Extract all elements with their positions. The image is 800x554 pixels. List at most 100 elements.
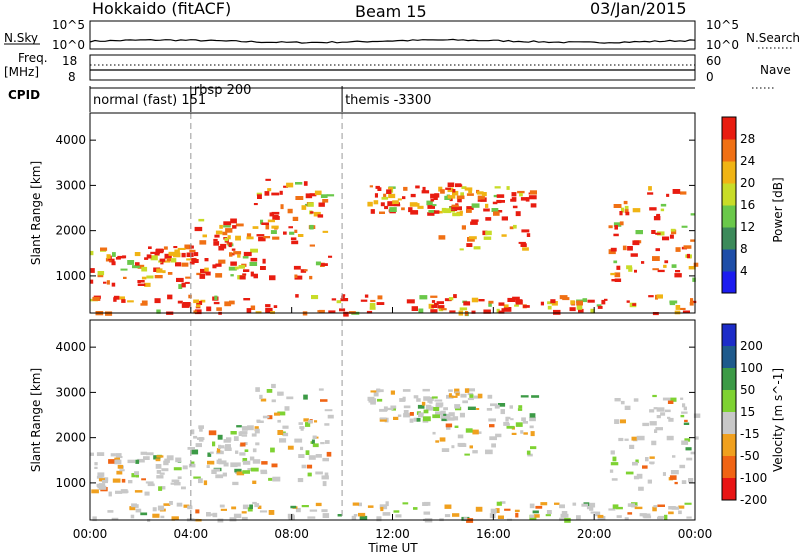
echo-cell	[435, 411, 442, 415]
echo-cell	[127, 260, 135, 265]
echo-cell	[586, 506, 592, 510]
echo-cell	[236, 425, 242, 428]
nsky-tick-top: 10^5	[52, 18, 85, 32]
echo-cell	[166, 455, 174, 461]
echo-cell	[560, 513, 569, 518]
echo-cell	[535, 505, 543, 509]
echo-cell	[662, 472, 666, 476]
echo-cell	[403, 413, 411, 418]
echo-cell	[140, 451, 148, 455]
echo-cell	[131, 473, 136, 478]
echo-cell	[301, 205, 307, 210]
echo-cell	[206, 306, 212, 312]
echo-cell	[233, 513, 242, 518]
echo-cell	[255, 442, 260, 446]
echo-cell	[230, 218, 237, 224]
echo-cell	[187, 505, 193, 510]
echo-cell	[188, 294, 192, 299]
echo-cell	[546, 510, 552, 515]
echo-cell	[208, 430, 217, 436]
echo-cell	[322, 199, 329, 203]
echo-cell	[155, 464, 162, 469]
echo-cell	[250, 271, 254, 277]
echo-cell	[135, 508, 142, 513]
echo-cell	[92, 296, 100, 301]
echo-cell	[203, 480, 208, 486]
echo-cell	[629, 444, 635, 449]
echo-cell	[258, 236, 266, 242]
echo-cell	[453, 294, 457, 299]
echo-cell	[485, 230, 492, 236]
echo-cell	[451, 445, 455, 449]
echo-cell	[320, 194, 328, 198]
echo-cell	[497, 515, 504, 519]
echo-cell	[488, 300, 494, 304]
echo-cell	[683, 245, 692, 249]
echo-cell	[655, 294, 658, 300]
echo-cell	[265, 307, 273, 313]
echo-cell	[246, 233, 252, 237]
echo-cell	[562, 297, 570, 301]
echo-cell	[244, 442, 248, 446]
echo-cell	[287, 445, 294, 450]
echo-cell	[651, 440, 657, 446]
echo-cell	[417, 205, 424, 209]
echo-cell	[224, 237, 229, 242]
echo-cell	[467, 392, 474, 396]
echo-cell	[403, 405, 411, 409]
echo-cell	[628, 267, 633, 272]
y-tick-label: 3000	[55, 178, 86, 192]
echo-cell	[455, 392, 460, 396]
echo-cell	[243, 251, 252, 257]
echo-cell	[504, 508, 511, 511]
echo-cell	[473, 246, 481, 250]
echo-cell	[358, 512, 366, 517]
echo-cell	[368, 398, 377, 403]
echo-cell	[219, 224, 223, 229]
echo-cell	[358, 502, 362, 507]
echo-cell	[415, 185, 420, 189]
echo-cell	[686, 457, 693, 461]
echo-cell	[434, 302, 439, 306]
echo-cell	[619, 221, 624, 226]
echo-cell	[222, 472, 227, 477]
echo-cell	[115, 490, 123, 494]
echo-cell	[436, 301, 444, 305]
echo-cell	[679, 464, 686, 469]
echo-cell	[497, 403, 506, 407]
echo-cell	[663, 264, 667, 268]
colorbar-tick-label: 12	[740, 220, 755, 234]
echo-cell	[655, 248, 660, 252]
echo-cell	[97, 472, 105, 477]
freq-unit-label: [MHz]	[4, 65, 39, 79]
echo-cell	[213, 468, 221, 472]
echo-cell	[198, 218, 205, 222]
echo-cell	[454, 404, 461, 409]
echo-cell	[120, 268, 128, 271]
echo-cell	[98, 478, 105, 482]
echo-cell	[287, 208, 293, 214]
echo-cell	[482, 230, 488, 236]
echo-cell	[225, 444, 231, 449]
echo-cell	[489, 424, 495, 428]
echo-cell	[674, 273, 682, 278]
echo-cell	[656, 415, 661, 419]
echo-cell	[576, 304, 583, 310]
echo-cell	[509, 226, 514, 230]
echo-cell	[675, 247, 681, 252]
echo-cell	[432, 414, 440, 419]
echo-cell	[463, 517, 468, 521]
echo-cell	[163, 460, 169, 466]
echo-cell	[256, 420, 264, 423]
echo-cell	[666, 435, 674, 441]
velocity-ylabel: Slant Range [km]	[29, 368, 43, 472]
echo-cell	[684, 502, 692, 505]
echo-cell	[692, 277, 696, 282]
echo-cell	[652, 268, 659, 271]
echo-cell	[547, 305, 552, 310]
echo-cell	[483, 309, 491, 314]
echo-cell	[376, 516, 382, 522]
echo-cell	[224, 301, 232, 307]
echo-cell	[173, 467, 182, 471]
echo-cell	[610, 247, 617, 252]
